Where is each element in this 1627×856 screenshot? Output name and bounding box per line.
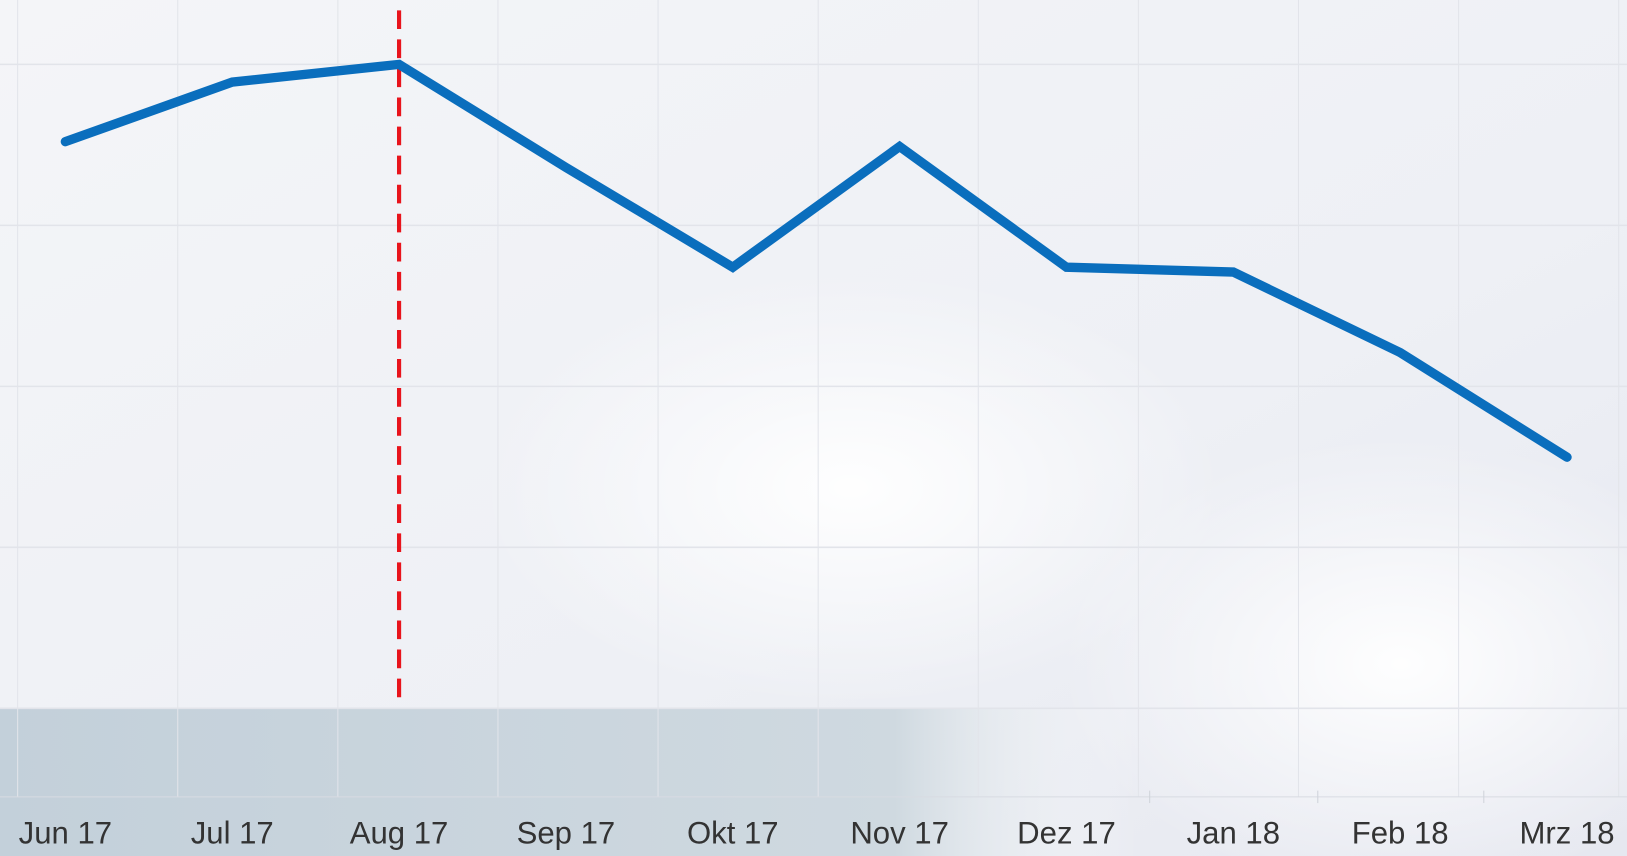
x-tick-label: Jul 17: [191, 815, 274, 850]
x-tick-label: Jan 18: [1187, 815, 1280, 850]
x-tick-label: Jun 17: [19, 815, 112, 850]
chart: Jun 17 Jul 17 Aug 17 Sep 17 Okt 17 Nov 17 Dez …: [0, 0, 1627, 856]
x-tick-label: Mrz 18: [1519, 815, 1614, 850]
x-tick-label: Nov 17: [850, 815, 949, 850]
x-tick-label: Dez 17: [1017, 815, 1116, 850]
x-tick-label: Sep 17: [517, 815, 616, 850]
x-tick-label: Feb 18: [1352, 815, 1449, 850]
x-tick-label: Okt 17: [687, 815, 779, 850]
page: html, body { margin: 0; padding: 0; widt…: [0, 0, 1627, 856]
x-tick-label: Aug 17: [350, 815, 449, 850]
body: {"chart_data": {"type": "line", "categor…: [0, 0, 1627, 856]
